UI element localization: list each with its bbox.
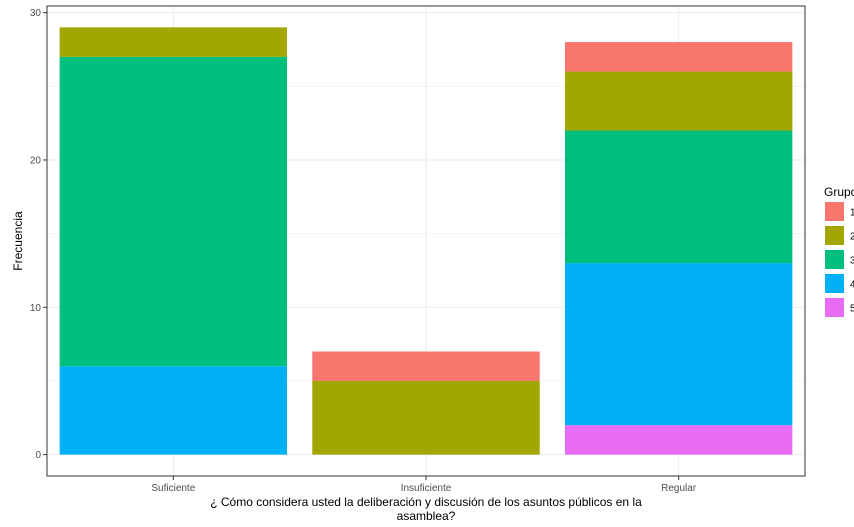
legend-label-grupo-2: 2 — [850, 232, 854, 243]
legend-label-grupo-1: 1 — [850, 208, 854, 219]
legend-key-grupo-2 — [825, 226, 844, 245]
bar-segment-suficiente-grupo-4 — [59, 366, 288, 455]
bar-segment-insuficiente-grupo-2 — [312, 380, 540, 455]
bar-segment-suficiente-grupo-2 — [59, 27, 288, 57]
bar-segment-regular-grupo-3 — [564, 130, 793, 264]
legend-key-grupo-3 — [825, 250, 844, 269]
legend-key-grupo-1 — [825, 202, 844, 221]
y-tick-label: 10 — [30, 303, 42, 314]
bar-segment-suficiente-grupo-3 — [59, 56, 288, 367]
y-tick-label: 30 — [30, 8, 42, 19]
y-tick-label: 20 — [30, 155, 42, 166]
x-tick-label-regular: Regular — [661, 483, 697, 494]
axis-ticks: 0 10 20 30 Suficiente Insuficiente Regular — [30, 8, 697, 494]
bar-segment-insuficiente-grupo-1 — [312, 351, 540, 381]
legend-key-grupo-4 — [825, 274, 844, 293]
legend-label-grupo-4: 4 — [850, 280, 854, 291]
legend-label-grupo-3: 3 — [850, 256, 854, 267]
legend-key-grupo-5 — [825, 298, 844, 317]
y-axis-title: Frecuencia — [11, 211, 25, 271]
bars — [59, 27, 793, 455]
legend-title: Grupo — [824, 185, 854, 199]
x-axis-title-line-1: ¿ Cómo considera usted la deliberación y… — [210, 495, 642, 509]
x-axis-title-line-2: asamblea? — [397, 509, 456, 523]
x-tick-label-suficiente: Suficiente — [151, 483, 195, 494]
bar-segment-regular-grupo-5 — [564, 425, 793, 455]
y-tick-label: 0 — [35, 450, 41, 461]
legend-items: 1 2 3 4 5 — [825, 202, 854, 317]
legend: Grupo 1 2 3 4 5 — [824, 185, 854, 317]
x-tick-label-insuficiente: Insuficiente — [401, 483, 452, 494]
bar-segment-regular-grupo-1 — [564, 42, 793, 72]
bar-segment-regular-grupo-4 — [564, 263, 793, 426]
bar-segment-regular-grupo-2 — [564, 71, 793, 131]
legend-label-grupo-5: 5 — [850, 304, 854, 315]
